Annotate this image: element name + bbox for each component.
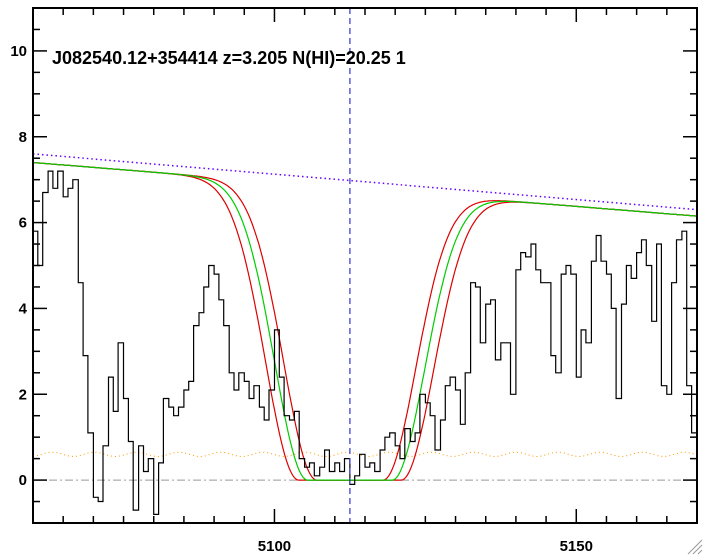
flux-line bbox=[33, 170, 697, 515]
y-tick-label: 4 bbox=[19, 300, 28, 317]
model-upper-bound-line bbox=[33, 161, 697, 481]
x-tick-label: 5100 bbox=[258, 538, 291, 555]
model-lower-bound-line bbox=[33, 161, 697, 481]
resize-grip-icon[interactable] bbox=[687, 539, 703, 555]
axis-ticks bbox=[32, 7, 698, 524]
continuum-line bbox=[33, 153, 697, 211]
y-tick-label: 8 bbox=[19, 129, 27, 146]
y-tick-label: 10 bbox=[10, 43, 27, 60]
y-tick-label: 0 bbox=[19, 472, 27, 489]
x-tick-label: 5150 bbox=[560, 538, 593, 555]
y-tick-label: 6 bbox=[19, 215, 27, 232]
plot-lines bbox=[33, 8, 697, 523]
axis-tick-labels: 0 2 4 6 8 10 5100 5150 bbox=[10, 43, 593, 555]
model-line bbox=[33, 161, 697, 481]
y-tick-label: 2 bbox=[19, 386, 27, 403]
chart-title: J082540.12+354414 z=3.205 N(HI)=20.25 1 bbox=[52, 48, 406, 68]
